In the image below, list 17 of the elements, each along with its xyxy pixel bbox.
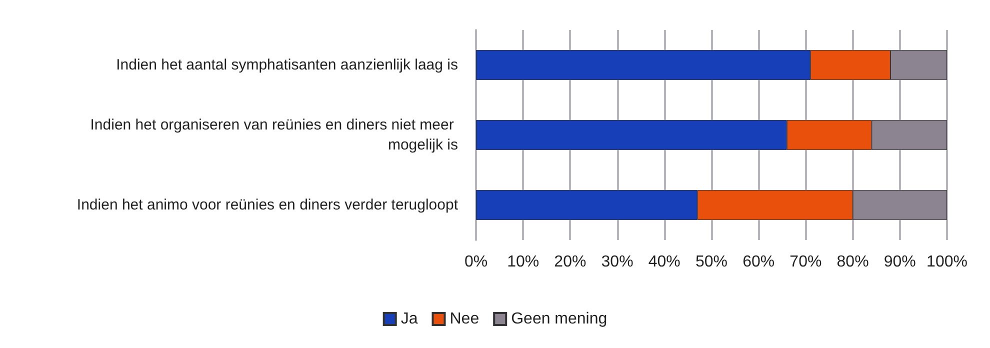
- x-tick-label: 20%: [554, 254, 586, 270]
- x-tick-label: 60%: [742, 254, 775, 270]
- x-tick-label: 10%: [507, 254, 540, 270]
- x-tick-label: 90%: [884, 254, 916, 270]
- legend-label: Nee: [450, 310, 480, 328]
- x-tick-label: 30%: [601, 254, 634, 270]
- x-tick-label: 40%: [648, 254, 680, 270]
- y-tick-label: Indien het aantal symphatisanten aanzienlijk laag is: [116, 56, 458, 74]
- x-tick-label: 0%: [464, 254, 488, 270]
- x-tick-label: 100%: [926, 254, 968, 270]
- legend-label: Ja: [400, 310, 418, 328]
- x-tick-label: 50%: [695, 254, 728, 270]
- x-tick-label: 70%: [790, 254, 822, 270]
- y-tick-label: Indien het animo voor reünies en diners verder terugloopt: [76, 196, 459, 214]
- legend-label: Geen mening: [511, 310, 608, 328]
- x-tick-label: 80%: [836, 254, 869, 270]
- y-tick-label: Indien het organiseren van reünies en diners niet meer mogelijk is: [90, 116, 458, 154]
